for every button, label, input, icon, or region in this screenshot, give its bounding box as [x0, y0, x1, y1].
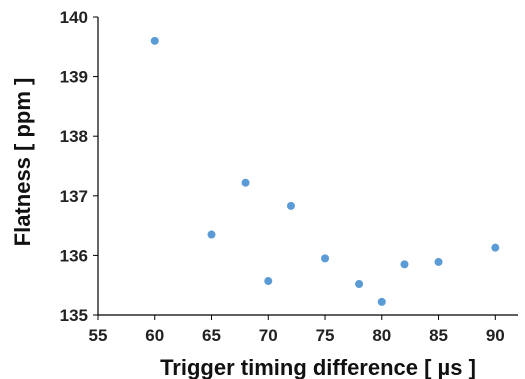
x-axis-ticks: 55 60 65 70 75 80 85 90	[89, 315, 505, 345]
y-tick-label: 135	[60, 306, 88, 325]
y-tick-label: 139	[60, 68, 88, 87]
x-tick-label: 90	[486, 326, 505, 345]
y-tick-label: 138	[60, 127, 88, 146]
x-tick-label: 60	[145, 326, 164, 345]
x-tick-label: 65	[202, 326, 221, 345]
y-axis-title: Flatness [ ppm ]	[10, 78, 35, 247]
data-point	[264, 277, 273, 286]
plot-area	[97, 17, 518, 316]
x-tick-label: 55	[89, 326, 108, 345]
x-tick-label: 70	[259, 326, 278, 345]
data-point	[321, 254, 330, 263]
y-axis-ticks: 135 136 137 138 139 140	[60, 8, 98, 325]
data-point	[377, 297, 386, 306]
y-tick-label: 136	[60, 246, 88, 265]
data-point	[286, 201, 295, 210]
y-tick-label: 137	[60, 187, 88, 206]
x-tick-label: 80	[372, 326, 391, 345]
data-point	[241, 178, 250, 187]
data-point	[434, 257, 443, 266]
x-tick-label: 85	[429, 326, 448, 345]
x-tick-label: 75	[316, 326, 335, 345]
data-point	[355, 280, 364, 289]
data-point	[491, 243, 500, 252]
data-points	[150, 36, 500, 306]
x-axis-title: Trigger timing difference [ µs ]	[160, 355, 476, 379]
data-point	[150, 36, 159, 45]
data-point	[207, 230, 216, 239]
data-point	[400, 260, 409, 269]
y-tick-label: 140	[60, 8, 88, 27]
